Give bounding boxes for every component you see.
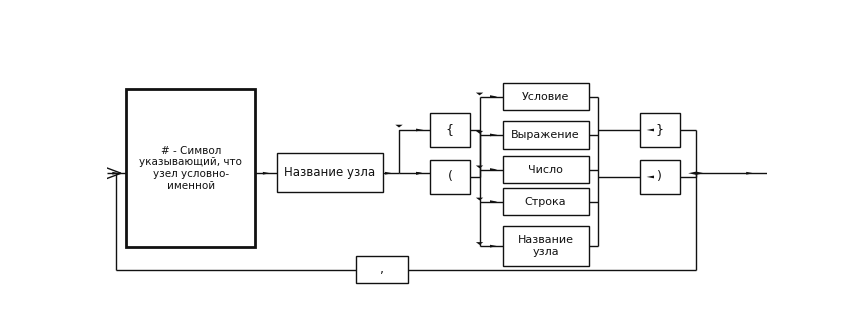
Text: ): ) (658, 170, 662, 183)
Text: Число: Число (528, 165, 563, 175)
FancyBboxPatch shape (430, 113, 469, 147)
Polygon shape (112, 172, 119, 175)
Text: Строка: Строка (525, 197, 567, 207)
Text: ,: , (380, 263, 384, 276)
Polygon shape (688, 172, 704, 175)
Text: Условие: Условие (522, 91, 569, 102)
Polygon shape (490, 168, 498, 171)
Polygon shape (490, 95, 498, 98)
Polygon shape (416, 129, 423, 131)
Polygon shape (416, 172, 423, 175)
Polygon shape (476, 166, 483, 168)
Text: Название
узла: Название узла (518, 235, 573, 257)
Polygon shape (263, 172, 270, 175)
FancyBboxPatch shape (356, 256, 407, 283)
Polygon shape (647, 129, 654, 131)
FancyBboxPatch shape (503, 156, 589, 183)
FancyBboxPatch shape (430, 160, 469, 194)
Polygon shape (476, 92, 483, 95)
Polygon shape (490, 134, 498, 136)
Polygon shape (490, 200, 498, 203)
Polygon shape (476, 242, 483, 245)
Polygon shape (746, 172, 754, 175)
FancyBboxPatch shape (503, 226, 589, 266)
FancyBboxPatch shape (640, 160, 680, 194)
Polygon shape (395, 125, 403, 127)
Text: {: { (446, 124, 454, 136)
FancyBboxPatch shape (126, 89, 255, 247)
Polygon shape (385, 172, 393, 175)
Text: # - Символ
указывающий, что
узел условно-
именной: # - Символ указывающий, что узел условно… (139, 146, 242, 191)
Polygon shape (647, 176, 654, 178)
FancyBboxPatch shape (503, 188, 589, 215)
Text: Выражение: Выражение (511, 130, 580, 140)
Polygon shape (416, 172, 423, 175)
Polygon shape (476, 198, 483, 200)
Polygon shape (476, 131, 483, 134)
Polygon shape (490, 245, 498, 247)
FancyBboxPatch shape (277, 153, 383, 192)
FancyBboxPatch shape (503, 83, 589, 110)
Text: (: ( (447, 170, 452, 183)
Text: }: } (656, 124, 664, 136)
FancyBboxPatch shape (640, 113, 680, 147)
FancyBboxPatch shape (503, 121, 589, 149)
Text: Название узла: Название узла (284, 166, 375, 179)
